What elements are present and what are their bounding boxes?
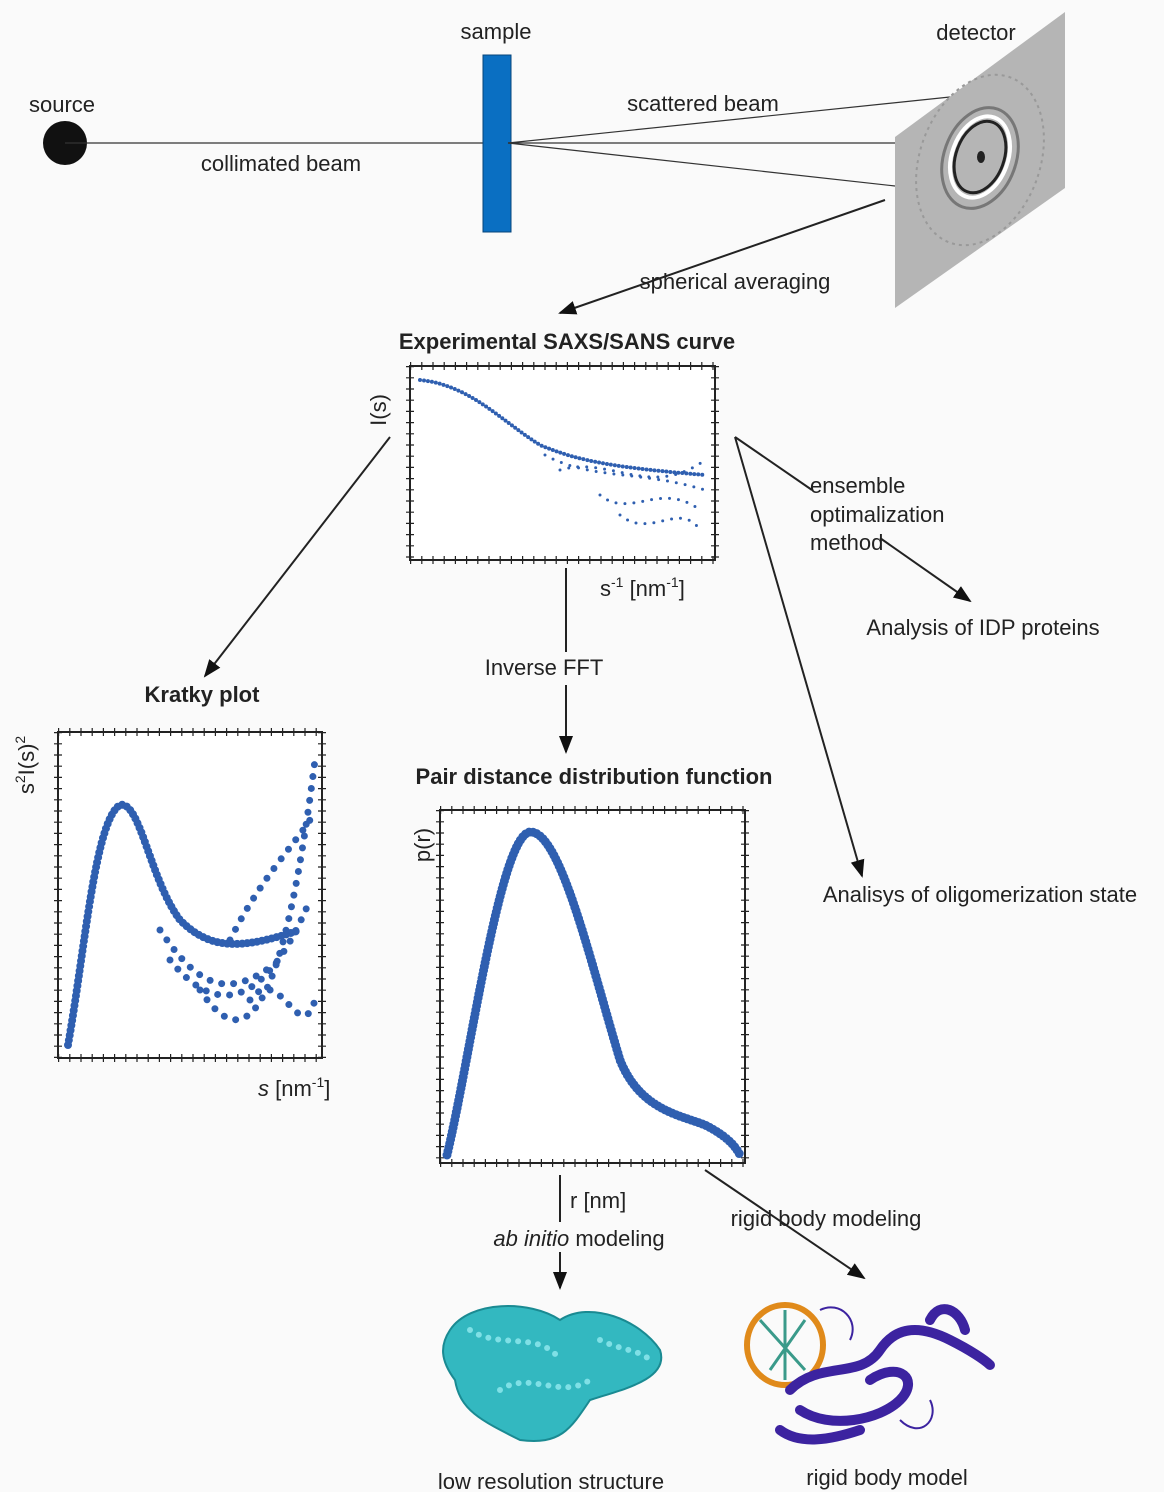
label: sample [461,19,532,44]
sup: -1 [611,574,624,590]
label: scattered beam [627,91,779,116]
sup: 2 [12,736,28,744]
plot-frame [440,810,745,1163]
sup: -1 [666,574,679,590]
axis-label: I(s) [366,394,391,426]
part: [nm [269,1076,312,1101]
plot-frame [58,732,322,1058]
axis-label: p(r) [410,828,435,862]
label: detector [936,20,1016,45]
plot-title: Kratky plot [145,682,261,707]
label: spherical averaging [640,269,831,294]
diagram: source sample detector collimated beam s… [0,0,1164,1492]
label: method [810,530,883,555]
axis-label: s2I(s)2 [12,736,39,795]
label: rigid body modeling [731,1206,922,1231]
label: source [29,92,95,117]
part: ] [324,1076,330,1101]
part: [nm [623,576,666,601]
sup: -1 [312,1074,325,1090]
label: ab initio modeling [493,1226,664,1251]
label: low resolution structure [438,1469,664,1492]
label: rigid body model [806,1465,967,1490]
part: ] [679,576,685,601]
label: Analisys of oligomerization state [823,882,1137,907]
label: Inverse FFT [485,655,604,680]
plot-title: Pair distance distribution function [416,764,773,789]
part: s [258,1076,269,1101]
label: Analysis of IDP proteins [866,615,1099,640]
part: s [600,576,611,601]
axis-label: r [nm] [570,1188,626,1213]
part: modeling [569,1226,664,1251]
sample-rect [483,55,511,232]
label: optimalization [810,502,945,527]
label: collimated beam [201,151,361,176]
part: ab initio [493,1226,569,1251]
sup: 2 [12,775,28,783]
label: ensemble [810,473,905,498]
part: I(s) [14,744,39,776]
part: s [14,783,39,794]
plot-title: Experimental SAXS/SANS curve [399,329,735,354]
